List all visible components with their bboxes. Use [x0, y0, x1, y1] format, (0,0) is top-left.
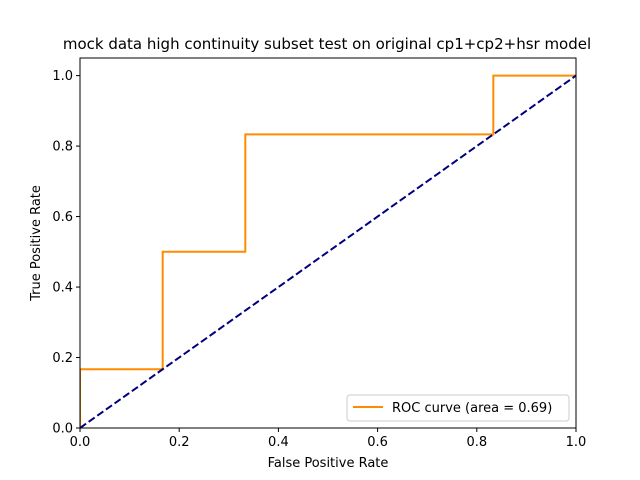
legend: ROC curve (area = 0.69): [346, 394, 570, 422]
y-tick-label: 0.2: [52, 351, 73, 366]
roc-curve-line: [80, 74, 576, 428]
plot-frame: [79, 57, 577, 429]
y-tick-label: 0.0: [52, 422, 73, 437]
x-tick-label: 0.2: [169, 435, 190, 450]
y-axis-label: True Positive Rate: [29, 185, 44, 302]
x-tick-label: 0.4: [268, 435, 289, 450]
x-tick-label: 0.8: [466, 435, 487, 450]
x-tick-label: 0.0: [70, 435, 91, 450]
x-axis-label: False Positive Rate: [268, 456, 389, 471]
diagonal-reference-line: [80, 74, 577, 429]
legend-box: [346, 394, 570, 422]
y-tick-label: 0.6: [52, 210, 73, 225]
y-tick-label: 1.0: [52, 69, 73, 84]
legend-label-roc: ROC curve (area = 0.69): [392, 401, 552, 416]
x-tick-label: 0.6: [367, 435, 388, 450]
x-tick-label: 1.0: [566, 435, 587, 450]
chart-title: mock data high continuity subset test on…: [63, 35, 591, 53]
y-tick-label: 0.4: [52, 281, 73, 296]
y-tick-label: 0.8: [52, 140, 73, 155]
